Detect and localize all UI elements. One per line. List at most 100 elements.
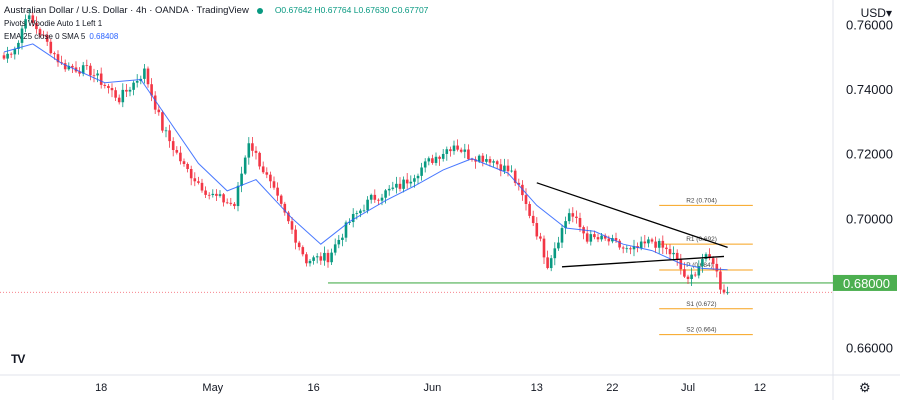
- candle-body: [17, 42, 20, 49]
- candle-body: [42, 34, 45, 36]
- candle-body: [431, 158, 434, 163]
- candle-body: [513, 170, 517, 183]
- candle-body: [215, 193, 218, 196]
- candle-body: [517, 182, 521, 185]
- candle-body: [402, 179, 405, 189]
- candle-body: [387, 188, 391, 191]
- candle-body: [92, 75, 96, 77]
- candle-body: [593, 234, 596, 238]
- y-tick-label: 0.74000: [846, 82, 893, 97]
- candle-body: [405, 179, 409, 184]
- candle-body: [427, 158, 431, 162]
- candle-body: [650, 239, 654, 242]
- candle-body: [445, 149, 449, 154]
- candle-body: [726, 292, 729, 294]
- candle-body: [114, 90, 117, 98]
- market-status-icon: [256, 7, 263, 14]
- candle-body: [495, 161, 499, 165]
- candle-body: [632, 246, 636, 250]
- settings-gear-icon[interactable]: ⚙: [859, 380, 871, 395]
- tradingview-logo: TV: [11, 352, 25, 366]
- candle-body: [283, 203, 287, 213]
- candle-body: [600, 235, 603, 240]
- candle-body: [438, 156, 441, 159]
- candle-body: [564, 221, 567, 229]
- candle-body: [186, 163, 189, 170]
- candle-body: [395, 183, 398, 188]
- candle-body: [459, 149, 463, 152]
- candle-body: [416, 175, 420, 179]
- candle-body: [157, 109, 161, 113]
- candle-body: [420, 167, 423, 176]
- candle-body: [319, 256, 323, 261]
- candle-body: [355, 213, 359, 214]
- candle-body: [150, 84, 153, 96]
- candle-body: [549, 258, 553, 269]
- candle-body: [665, 247, 668, 250]
- symbol-title[interactable]: Australian Dollar / U.S. Dollar · 4h · O…: [4, 5, 249, 16]
- candle-body: [81, 65, 85, 74]
- candle-body: [510, 170, 513, 172]
- candle-body: [333, 244, 337, 253]
- candle-body: [506, 165, 510, 172]
- candle-body: [423, 161, 427, 168]
- x-tick-label: 22: [606, 382, 618, 394]
- candle-body: [571, 213, 575, 217]
- x-tick-label: 13: [531, 382, 543, 394]
- currency-label[interactable]: USD▾: [861, 6, 892, 20]
- candle-body: [53, 53, 56, 55]
- support-price-label: 0.68000: [843, 276, 890, 291]
- candle-body: [341, 237, 344, 240]
- candle-body: [575, 216, 578, 219]
- candle-body: [492, 161, 495, 163]
- candle-body: [589, 234, 593, 242]
- candle-body: [366, 199, 369, 211]
- candle-body: [89, 65, 92, 76]
- candle-body: [261, 166, 265, 173]
- currency-text: USD: [860, 6, 886, 20]
- candle-body: [596, 237, 600, 240]
- candle-body: [708, 254, 711, 259]
- x-tick-label: Jun: [424, 382, 442, 394]
- candle-body: [229, 202, 233, 204]
- x-tick-label: May: [202, 382, 223, 394]
- candle-body: [35, 22, 38, 30]
- candle-body: [629, 248, 632, 250]
- candle-body: [265, 172, 269, 175]
- pivots-indicator-label[interactable]: Pivots Woodie Auto 1 Left 1: [4, 19, 103, 28]
- candle-body: [193, 178, 197, 182]
- ema-indicator-value: 0.68408: [89, 32, 119, 41]
- y-tick-label: 0.66000: [846, 341, 893, 356]
- candle-body: [143, 68, 146, 79]
- candle-body: [578, 218, 582, 228]
- candle-body: [182, 161, 186, 164]
- candle-body: [24, 19, 27, 29]
- candle-body: [369, 194, 373, 200]
- candle-body: [546, 257, 549, 269]
- chart-header: Australian Dollar / U.S. Dollar · 4h · O…: [4, 4, 428, 43]
- x-tick-label: 16: [307, 382, 319, 394]
- candle-body: [31, 15, 35, 23]
- candle-body: [56, 54, 60, 63]
- candle-body: [413, 178, 416, 182]
- candle-body: [103, 84, 107, 86]
- candle-body: [348, 222, 351, 223]
- candle-body: [287, 212, 290, 222]
- candle-body: [211, 193, 215, 196]
- candle-body: [110, 88, 114, 91]
- candle-body: [668, 249, 672, 255]
- candle-body: [121, 89, 125, 103]
- candle-body: [225, 202, 229, 204]
- candle-body: [618, 240, 621, 248]
- candle-body: [686, 276, 690, 279]
- candle-body: [294, 229, 297, 243]
- candle-body: [434, 156, 438, 163]
- candle-body: [168, 130, 171, 142]
- ema-indicator-label[interactable]: EMA 25 close 0 SMA 5: [4, 32, 86, 41]
- candle-body: [279, 195, 283, 204]
- candle-body: [449, 149, 452, 152]
- ema-line: [3, 43, 728, 271]
- candle-body: [13, 48, 17, 55]
